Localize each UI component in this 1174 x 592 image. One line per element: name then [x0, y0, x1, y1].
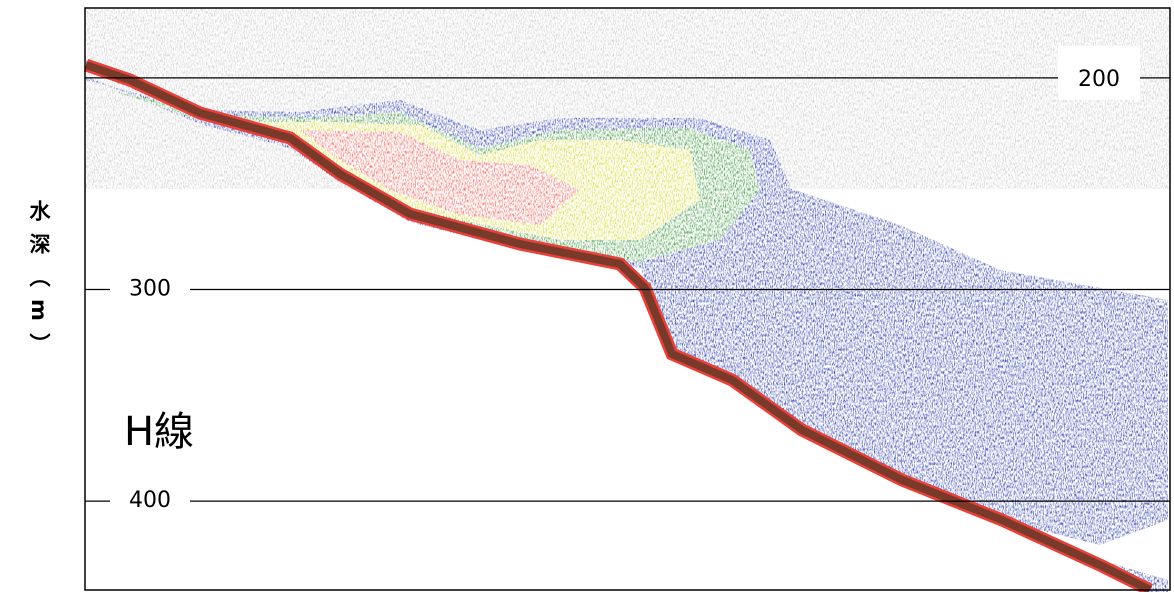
y-tick-label: 200 [1078, 67, 1120, 92]
y-axis-label: 水深（m） [27, 200, 51, 366]
y-tick-label: 300 [129, 276, 171, 301]
echo-image [86, 9, 1169, 592]
annotation: H線 [124, 409, 194, 455]
echogram-chart: 200 300 400 H線 水深（m） [0, 0, 1174, 592]
y-tick-label: 400 [129, 488, 171, 513]
